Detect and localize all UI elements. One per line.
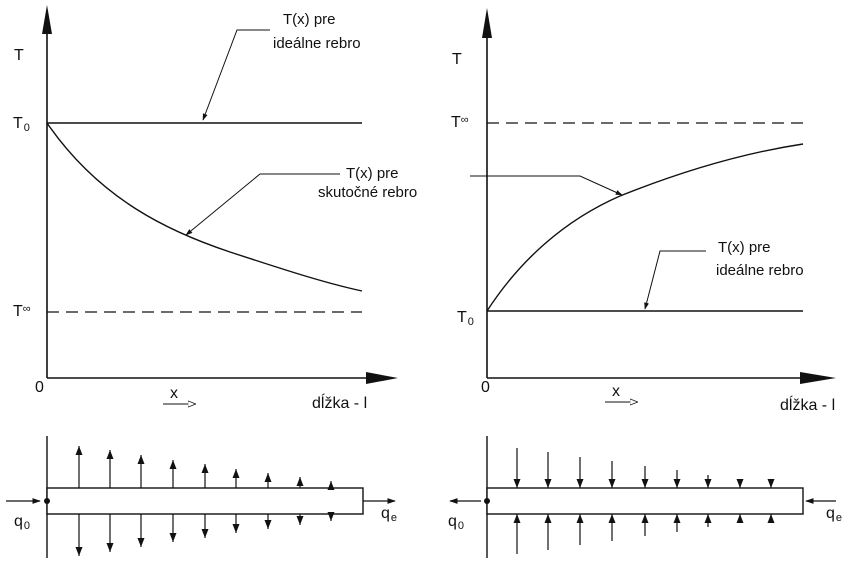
right-fin-bottom-arrowhead bbox=[736, 514, 744, 523]
right-fin-heat-arrows bbox=[513, 448, 775, 554]
left-qe-label: qe bbox=[381, 505, 397, 524]
left-x-label: x bbox=[170, 385, 178, 402]
left-fin-down-arrowhead bbox=[201, 529, 209, 538]
right-x-label: x bbox=[612, 383, 620, 400]
left-real-annotation-line1: T(x) pre bbox=[346, 165, 399, 182]
right-length-label: dĺžka - l bbox=[780, 395, 835, 414]
left-fin-down-arrowhead bbox=[232, 524, 240, 533]
right-ideal-annotation-line2: ideálne rebro bbox=[716, 262, 804, 279]
left-fin-up-arrowhead bbox=[296, 477, 304, 486]
right-y-axis-label: T bbox=[452, 51, 462, 68]
left-fin-down-arrowhead bbox=[137, 538, 145, 547]
right-fin-top-arrowhead bbox=[704, 479, 712, 488]
left-fin-up-arrowhead bbox=[75, 446, 83, 455]
right-fin-top-arrowhead bbox=[673, 479, 681, 488]
left-fin-down-arrowhead bbox=[327, 512, 335, 521]
left-fin-up-arrowhead bbox=[106, 450, 114, 459]
right-fin-base-point bbox=[484, 498, 490, 504]
left-tinf-label: T∞ bbox=[13, 303, 31, 320]
right-fin-bottom-arrowhead bbox=[608, 514, 616, 523]
left-fin-up-arrowhead bbox=[327, 481, 335, 490]
left-fin-down-arrowhead bbox=[106, 543, 114, 552]
left-ideal-annotation-line1: T(x) pre bbox=[283, 11, 336, 28]
right-tinf-label: T∞ bbox=[451, 114, 469, 131]
right-fin-bottom-arrowhead bbox=[767, 514, 775, 523]
right-fin-top-arrowhead bbox=[544, 479, 552, 488]
left-fin-body bbox=[46, 487, 364, 515]
right-ideal-pointer bbox=[644, 250, 706, 310]
left-ideal-annotation-line2: ideálne rebro bbox=[273, 35, 361, 52]
right-fin: q0 qe bbox=[448, 436, 842, 558]
right-ideal-annotation-line1: T(x) pre bbox=[718, 239, 771, 256]
left-ideal-pointer bbox=[202, 29, 270, 121]
left-origin-label: 0 bbox=[35, 379, 44, 396]
right-fin-bottom-arrowhead bbox=[704, 514, 712, 523]
left-fin-down-arrowhead bbox=[264, 520, 272, 529]
left-q0-label: q0 bbox=[14, 513, 30, 532]
right-fin-bottom-arrowhead bbox=[673, 514, 681, 523]
right-qe-label: qe bbox=[826, 505, 842, 524]
left-t0-label: T0 bbox=[13, 115, 30, 134]
right-q0-label: q0 bbox=[448, 513, 464, 532]
left-fin-up-arrowhead bbox=[137, 455, 145, 464]
left-fin: q0 qe bbox=[6, 436, 397, 558]
left-real-annotation-line2: skutočné rebro bbox=[318, 184, 417, 201]
left-fin-heat-arrows bbox=[75, 446, 335, 556]
left-fin-up-arrowhead bbox=[264, 473, 272, 482]
right-fin-top-arrowhead bbox=[736, 479, 744, 488]
left-fin-up-arrowhead bbox=[232, 469, 240, 478]
right-fin-top-arrowhead bbox=[767, 479, 775, 488]
right-real-curve bbox=[486, 143, 804, 312]
left-fin-down-arrowhead bbox=[169, 533, 177, 542]
right-fin-top-arrowhead bbox=[641, 479, 649, 488]
left-y-axis-label: T bbox=[14, 47, 24, 64]
right-fin-bottom-arrowhead bbox=[544, 514, 552, 523]
right-fin-body bbox=[486, 487, 804, 515]
right-graph: T 0 T∞ T0 x dĺžka - l T(x) pre ideálne r… bbox=[451, 8, 836, 414]
left-fin-down-arrowhead bbox=[296, 516, 304, 525]
right-fin-bottom-arrowhead bbox=[641, 514, 649, 523]
right-fin-top-arrowhead bbox=[608, 479, 616, 488]
right-t0-label: T0 bbox=[457, 309, 474, 328]
left-real-pointer bbox=[185, 173, 340, 236]
right-fin-bottom-arrowhead bbox=[576, 514, 584, 523]
right-origin-label: 0 bbox=[481, 379, 490, 396]
right-fin-top-arrowhead bbox=[513, 479, 521, 488]
left-graph: T 0 T0 T∞ x dĺžka - l T(x) pre ideálne r… bbox=[13, 5, 417, 412]
left-x-axis-arrowhead bbox=[366, 372, 398, 384]
left-fin-down-arrowhead bbox=[75, 547, 83, 556]
right-fin-bottom-arrowhead bbox=[513, 514, 521, 523]
right-y-axis-arrowhead bbox=[482, 8, 492, 38]
right-x-axis-arrowhead bbox=[800, 372, 836, 384]
left-fin-base-point bbox=[44, 498, 50, 504]
left-y-axis-arrowhead bbox=[42, 5, 52, 34]
left-fin-up-arrowhead bbox=[169, 460, 177, 469]
left-fin-up-arrowhead bbox=[201, 464, 209, 473]
left-real-curve bbox=[46, 122, 363, 292]
right-real-pointer bbox=[470, 175, 623, 196]
right-fin-top-arrowhead bbox=[576, 479, 584, 488]
left-length-label: dĺžka - l bbox=[312, 393, 367, 412]
